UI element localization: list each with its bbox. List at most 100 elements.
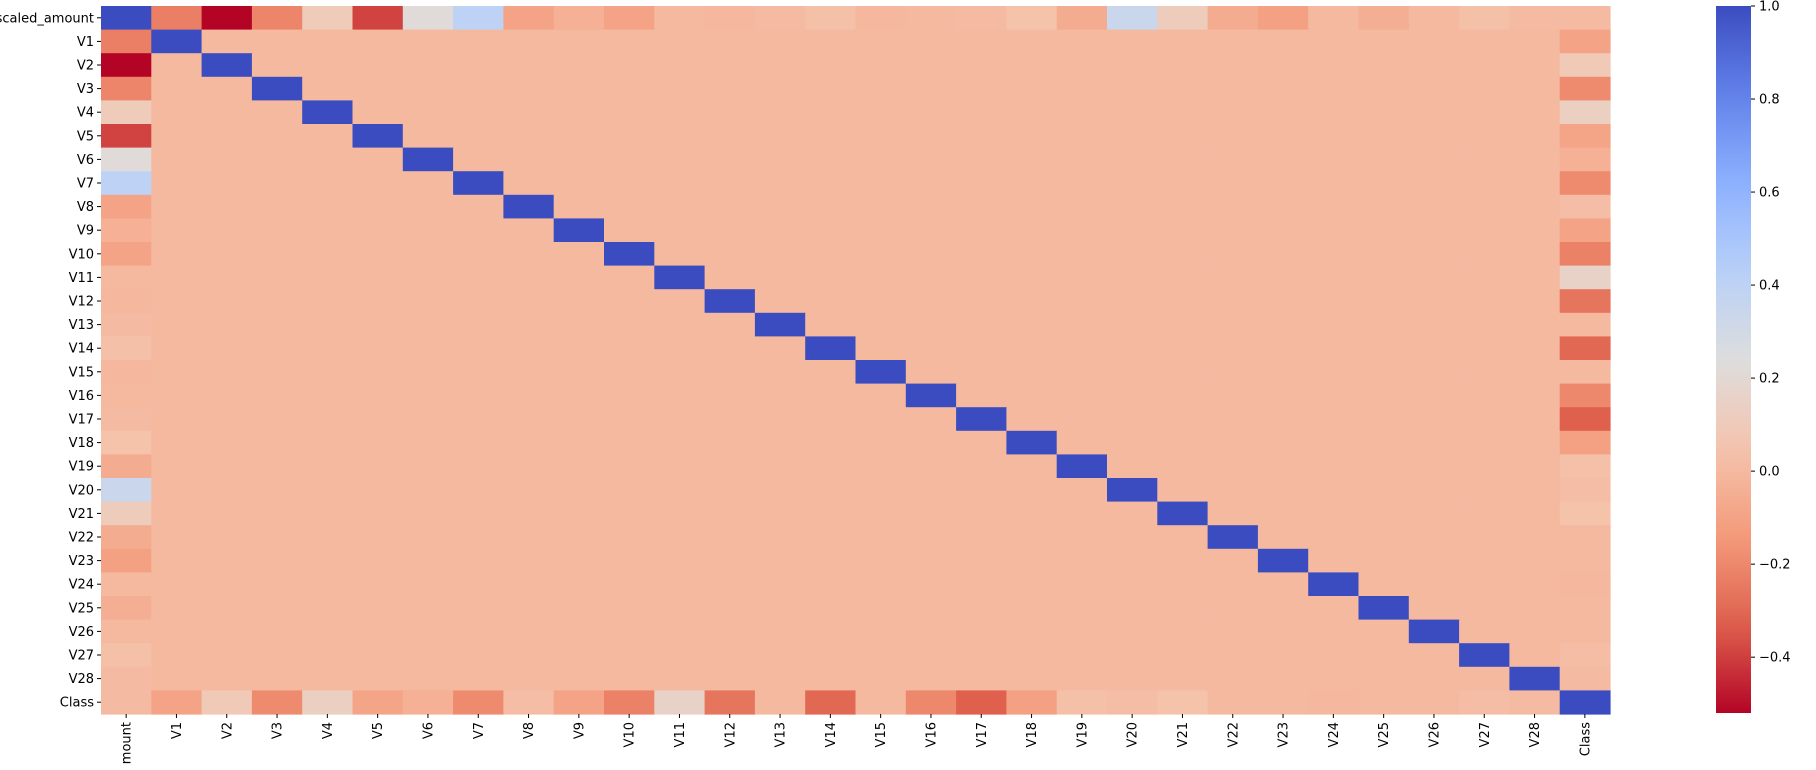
colorbar-tick-label: 0.6 (1759, 186, 1780, 201)
heatmap-cell (1207, 572, 1259, 597)
heatmap-cell (1006, 242, 1058, 267)
heatmap-cell (151, 312, 203, 337)
heatmap-cell (251, 6, 303, 31)
row-label: Class (60, 696, 94, 711)
heatmap-cell (1459, 194, 1510, 219)
heatmap-cell (1257, 218, 1309, 243)
heatmap-cell (1257, 407, 1309, 432)
heatmap-cell (905, 6, 957, 31)
heatmap-cell (855, 100, 907, 125)
row-label: V22 (69, 531, 94, 546)
heatmap-cell (604, 454, 655, 479)
heatmap-cell (604, 194, 655, 219)
heatmap-cell (1157, 619, 1209, 644)
heatmap-cell (302, 312, 354, 337)
heatmap-cell (503, 383, 555, 408)
heatmap-cell (704, 289, 756, 314)
heatmap-cell (453, 430, 504, 455)
heatmap-cell (101, 312, 152, 337)
heatmap-cell (1006, 596, 1058, 621)
heatmap-cell (654, 218, 706, 243)
heatmap-cell (302, 53, 354, 78)
heatmap-cell (654, 407, 706, 432)
heatmap-cell (1559, 171, 1611, 196)
heatmap-cell (1107, 619, 1158, 644)
heatmap-cell (1207, 596, 1259, 621)
heatmap-cell (201, 242, 253, 267)
heatmap-cell (604, 407, 655, 432)
heatmap-cell (1559, 501, 1611, 526)
heatmap-cell (1559, 643, 1611, 668)
heatmap-cell (101, 242, 152, 267)
heatmap-cell (1509, 53, 1561, 78)
column-label: V8 (522, 722, 537, 739)
heatmap-cell (302, 596, 354, 621)
heatmap-cell (1559, 336, 1611, 361)
heatmap-cell (1559, 312, 1611, 337)
heatmap-cell (905, 478, 957, 503)
heatmap-cell (1308, 454, 1360, 479)
heatmap-cell (1459, 312, 1510, 337)
column-label: V7 (472, 722, 487, 739)
heatmap-cell (704, 430, 756, 455)
heatmap-cell (1408, 360, 1460, 385)
heatmap-cell (453, 53, 504, 78)
heatmap-cell (1157, 242, 1209, 267)
heatmap-cell (302, 383, 354, 408)
colorbar-tick-label: 0.0 (1759, 465, 1780, 480)
heatmap-cell (503, 171, 555, 196)
column-label: V20 (1126, 722, 1141, 747)
heatmap-cell (1056, 171, 1108, 196)
heatmap-cell (604, 690, 655, 715)
heatmap-cell (1107, 147, 1158, 172)
heatmap-cell (956, 407, 1007, 432)
heatmap-cell (905, 100, 957, 125)
heatmap-cell (251, 242, 303, 267)
heatmap-cell (1559, 690, 1611, 715)
heatmap-cell (1006, 124, 1058, 149)
heatmap-cell (201, 690, 253, 715)
heatmap-cell (604, 53, 655, 78)
heatmap-cell (251, 29, 303, 54)
heatmap-cell (402, 548, 454, 573)
heatmap-cell (1107, 383, 1158, 408)
heatmap-cell (1408, 548, 1460, 573)
heatmap-cell (503, 525, 555, 550)
heatmap-cell (151, 100, 203, 125)
heatmap-cell (553, 336, 605, 361)
heatmap-cell (352, 430, 404, 455)
heatmap-cell (1257, 53, 1309, 78)
heatmap-cell (201, 312, 253, 337)
heatmap-cell (956, 171, 1007, 196)
heatmap-cell (201, 525, 253, 550)
heatmap-cell (1459, 76, 1510, 101)
heatmap-cell (1408, 312, 1460, 337)
heatmap-cell (704, 643, 756, 668)
heatmap-cell (1308, 76, 1360, 101)
heatmap-cell (1157, 454, 1209, 479)
heatmap-cell (805, 194, 857, 219)
heatmap-cell (1459, 6, 1510, 31)
heatmap-cell (1006, 29, 1058, 54)
heatmap-cell (754, 218, 806, 243)
heatmap-cell (1408, 690, 1460, 715)
heatmap-cell (1207, 360, 1259, 385)
heatmap-cell (1408, 596, 1460, 621)
heatmap-cell (151, 383, 203, 408)
heatmap-cell (402, 690, 454, 715)
heatmap-cell (1107, 478, 1158, 503)
heatmap-cell (453, 242, 504, 267)
heatmap-cell (956, 690, 1007, 715)
heatmap-cell (855, 6, 907, 31)
heatmap-cell (352, 407, 404, 432)
heatmap-cell (1459, 596, 1510, 621)
heatmap-cell (402, 430, 454, 455)
row-label: V17 (69, 413, 94, 428)
heatmap-cell (251, 430, 303, 455)
heatmap-cell (402, 312, 454, 337)
heatmap-cell (251, 690, 303, 715)
heatmap-cell (654, 430, 706, 455)
heatmap-cell (855, 690, 907, 715)
heatmap-cell (1358, 666, 1410, 691)
colorbar-tick-label: 0.8 (1759, 93, 1780, 108)
